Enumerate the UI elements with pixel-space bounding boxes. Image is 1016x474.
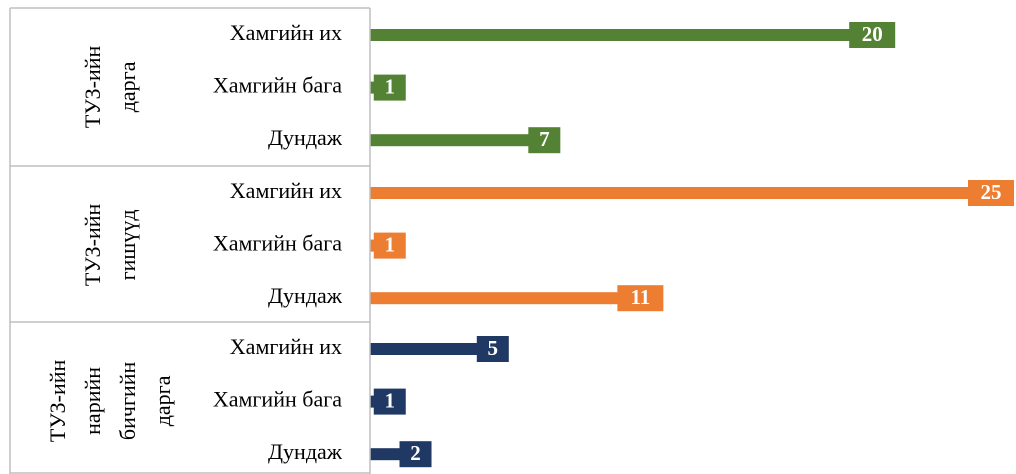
category-label: Дундаж [268,439,343,464]
value-label-box [476,336,509,362]
value-label: 11 [630,285,650,309]
category-label: Хамгийн бага [213,231,342,256]
group-label: дарга [150,375,175,426]
category-label: Дундаж [268,125,343,150]
group-label: нарийн [80,367,105,435]
group-label: бичгийн [115,361,140,440]
value-label-box [373,388,406,415]
group-label: ТУЗ-ийн [45,359,70,442]
category-label: Хамгийн их [230,334,342,359]
category-label: Хамгийн их [230,20,342,45]
category-label: Хамгийн бага [213,73,342,98]
value-label-box [528,127,561,154]
value-label-box [617,285,664,312]
value-label-box [968,180,1014,206]
category-label: Хамгийн бага [213,387,342,412]
bar [370,292,654,305]
value-label: 5 [488,336,499,360]
bar [370,29,886,41]
value-label: 20 [862,22,883,46]
group-label: ТУЗ-ийн [80,45,105,128]
value-label-box [399,441,432,468]
value-label: 1 [385,74,396,98]
value-label: 1 [385,388,396,412]
value-label: 1 [385,232,396,256]
value-label: 2 [410,441,421,465]
category-label: Дундаж [268,283,343,308]
bar [370,187,1014,199]
value-label: 7 [539,127,550,151]
group-label: дарга [115,61,140,112]
group-label: гишүүд [115,209,140,280]
bar [370,343,499,355]
value-label-box [373,74,406,101]
value-label: 25 [981,180,1002,204]
value-label-box [373,232,406,259]
category-label: Хамгийн их [230,178,342,203]
group-label: ТУЗ-ийн [80,203,105,286]
bar [370,134,551,147]
value-label-box [849,22,896,48]
